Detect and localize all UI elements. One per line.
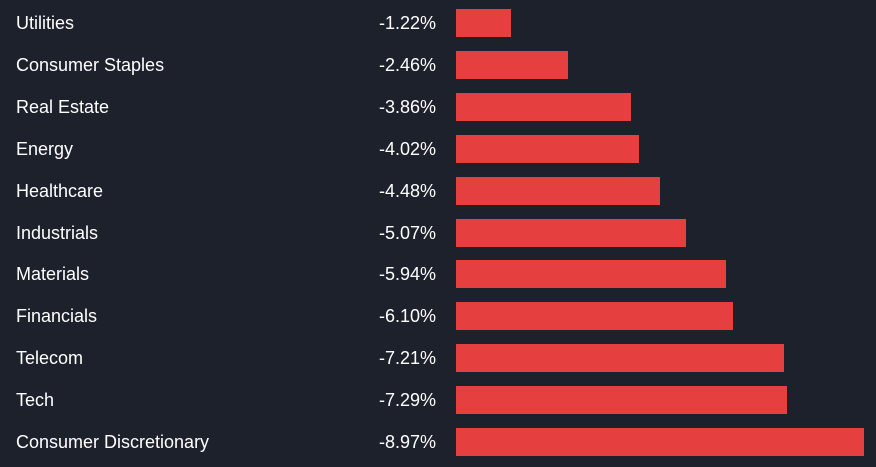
category-label: Industrials (16, 222, 99, 243)
value-label: -5.94% (378, 264, 436, 285)
value-label: -8.97% (378, 432, 436, 452)
category-label: Healthcare (16, 180, 104, 201)
bar-row: Tech -7.29% (0, 386, 876, 415)
category-label: Materials (16, 264, 90, 285)
value-label: -4.02% (378, 138, 436, 159)
bar (456, 344, 784, 373)
value-label: -2.46% (378, 54, 436, 75)
value-label: -5.07% (378, 222, 436, 243)
bar (456, 134, 639, 163)
bar (456, 9, 512, 37)
value-label: -4.48% (378, 180, 436, 201)
bar (456, 176, 660, 205)
category-label: Financials (16, 306, 98, 327)
category-label: Telecom (16, 348, 84, 369)
bar (456, 218, 687, 247)
bar-row: Utilities -1.22% (0, 9, 876, 37)
bar-row: Healthcare -4.48% (0, 176, 876, 205)
bar-row: Industrials -5.07% (0, 218, 876, 247)
bar (456, 386, 788, 415)
bar (456, 50, 568, 79)
value-label: -1.22% (378, 13, 436, 33)
category-label: Real Estate (16, 96, 110, 117)
bar (456, 428, 864, 456)
bar-row: Real Estate -3.86% (0, 92, 876, 121)
value-label: -7.21% (378, 348, 436, 369)
category-label: Consumer Staples (16, 54, 165, 75)
value-label: -3.86% (378, 96, 436, 117)
value-label: -7.29% (378, 390, 436, 411)
bar-row: Energy -4.02% (0, 134, 876, 163)
bar-row: Financials -6.10% (0, 302, 876, 331)
value-label: -6.10% (378, 306, 436, 327)
bar (456, 260, 726, 289)
bar (456, 302, 734, 331)
category-label: Consumer Discretionary (16, 432, 210, 452)
category-label: Energy (16, 138, 74, 159)
category-label: Tech (16, 390, 55, 411)
bar-row: Consumer Discretionary -8.97% (0, 428, 876, 456)
bar-row: Consumer Staples -2.46% (0, 50, 876, 79)
category-label: Utilities (16, 13, 75, 33)
bar-row: Materials -5.94% (0, 260, 876, 289)
bar (456, 92, 632, 121)
bar-row: Telecom -7.21% (0, 344, 876, 373)
